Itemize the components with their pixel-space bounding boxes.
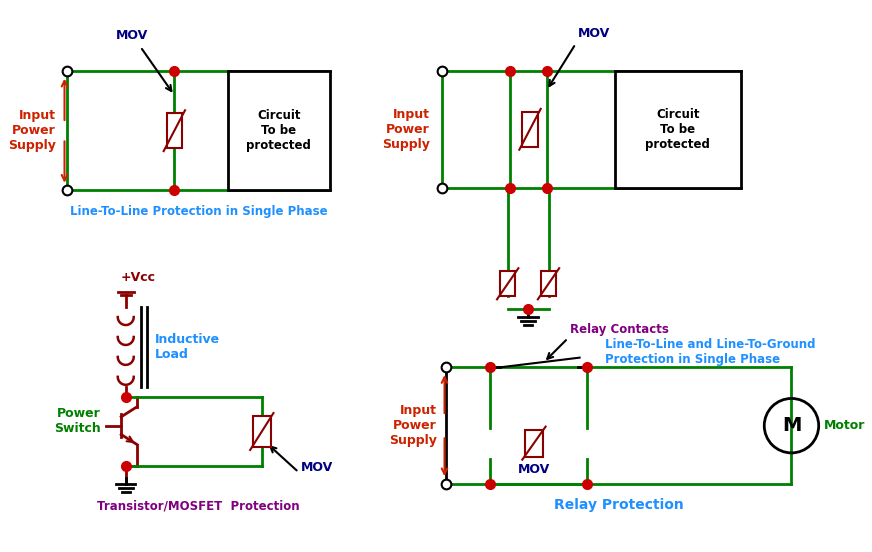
Bar bbox=[228, 71, 330, 190]
Text: Relay Protection: Relay Protection bbox=[554, 497, 684, 512]
Bar bbox=[615, 71, 741, 188]
Text: Transistor/MOSFET  Protection: Transistor/MOSFET Protection bbox=[97, 500, 299, 512]
Text: Line-To-Line Protection in Single Phase: Line-To-Line Protection in Single Phase bbox=[70, 205, 328, 218]
Text: MOV: MOV bbox=[301, 461, 333, 474]
Text: Inductive
Load: Inductive Load bbox=[155, 333, 220, 361]
Bar bbox=[522, 112, 538, 147]
Text: Power
Switch: Power Switch bbox=[54, 407, 100, 435]
Text: Input
Power
Supply: Input Power Supply bbox=[8, 109, 56, 152]
Bar bbox=[167, 113, 182, 148]
Text: Circuit
To be
protected: Circuit To be protected bbox=[645, 108, 710, 151]
Text: MOV: MOV bbox=[116, 29, 148, 42]
Text: Motor: Motor bbox=[823, 419, 865, 432]
Text: Relay Contacts: Relay Contacts bbox=[570, 323, 669, 336]
Text: Input
Power
Supply: Input Power Supply bbox=[389, 404, 437, 447]
Text: +Vcc: +Vcc bbox=[121, 271, 156, 284]
Text: Line-To-Line and Line-To-Ground
Protection in Single Phase: Line-To-Line and Line-To-Ground Protecti… bbox=[605, 338, 815, 366]
Text: MOV: MOV bbox=[577, 27, 610, 40]
Bar bbox=[525, 429, 542, 457]
Text: MOV: MOV bbox=[518, 463, 550, 476]
Bar bbox=[500, 271, 515, 296]
Bar bbox=[541, 271, 556, 296]
Text: Circuit
To be
protected: Circuit To be protected bbox=[247, 109, 311, 152]
Bar bbox=[253, 416, 270, 447]
Text: M: M bbox=[782, 416, 801, 435]
Text: Input
Power
Supply: Input Power Supply bbox=[382, 108, 430, 151]
